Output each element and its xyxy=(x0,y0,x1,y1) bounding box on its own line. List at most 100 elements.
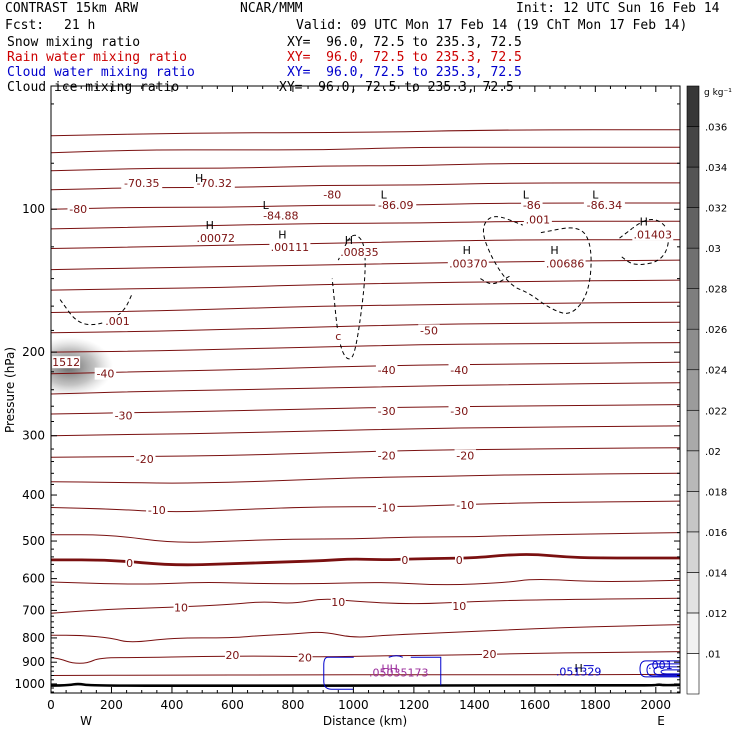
contour-label-bg xyxy=(523,213,552,226)
colorbar-unit: g kg⁻¹ xyxy=(704,88,732,98)
colorbar: .01 .012 .014 .016 .018 .02 .022 .024 .026 .028 .0… xyxy=(686,85,732,695)
isotherm xyxy=(51,301,680,313)
y-tick-label: 700 xyxy=(22,603,45,617)
y-tick-label: 900 xyxy=(22,655,45,669)
colorbar-tick-label: .018 xyxy=(705,487,727,498)
isotherm xyxy=(51,425,680,437)
contour-label-bg xyxy=(632,228,674,241)
contour-label: -40 xyxy=(378,364,396,377)
forecast-label: Fcst: xyxy=(5,18,45,33)
contour-label-bg xyxy=(454,449,477,462)
contour-label-bg xyxy=(321,188,343,201)
colorbar-swatch xyxy=(686,166,700,208)
x-tick-label: 2000 xyxy=(641,698,672,712)
colorbar-swatch xyxy=(686,572,700,614)
contour-label: .001 xyxy=(526,213,551,226)
valid-time: Valid: 09 UTC Mon 17 Feb 14 (19 ChT Mon … xyxy=(296,18,688,33)
contour-label: -80 xyxy=(69,203,87,216)
isotherm xyxy=(51,553,680,567)
cloud-ice-contour xyxy=(619,219,670,265)
isotherm xyxy=(51,146,680,154)
contour-label-bg xyxy=(67,203,89,216)
colorbar-tick-label: .022 xyxy=(705,406,727,417)
colorbar-tick-label: .03 xyxy=(705,244,721,255)
isotherm xyxy=(51,279,680,291)
contour-label-bg xyxy=(193,176,235,189)
contour-label: .00370 xyxy=(449,257,488,270)
contour-label-bg xyxy=(103,315,132,328)
cloud-water-contour xyxy=(323,656,354,690)
contour-label-bg xyxy=(400,553,410,566)
cloud-water-label: HH xyxy=(381,663,398,676)
contour-label-bg xyxy=(375,404,398,417)
extremum-marker: L xyxy=(381,188,388,201)
ground-line xyxy=(51,682,680,688)
extremum-marker: L xyxy=(263,199,270,212)
colorbar-swatch xyxy=(686,491,700,533)
contour-label: 0 xyxy=(456,554,463,567)
contour-label-bg xyxy=(112,409,135,422)
field-cloudice-xy: XY= 96.0, 72.5 to 235.3, 72.5 xyxy=(279,80,514,95)
colorbar-swatch xyxy=(686,85,700,127)
east-label: E xyxy=(657,714,665,728)
x-tick-label: 800 xyxy=(281,698,304,712)
isotherm xyxy=(51,624,680,643)
west-label: W xyxy=(80,714,92,728)
colorbar-swatch xyxy=(686,288,700,330)
contour-label: -50 xyxy=(420,324,438,337)
field-cloudwater-name: Cloud water mixing ratio xyxy=(7,65,195,80)
x-tick-label: 1800 xyxy=(580,698,611,712)
field-snow-name: Snow mixing ratio xyxy=(7,35,141,50)
contour-label: 0 xyxy=(126,557,133,570)
contour-label-bg xyxy=(481,648,497,661)
colorbar-tick-label: .014 xyxy=(705,568,727,579)
isotherm xyxy=(51,321,680,334)
contour-label-bg xyxy=(269,240,311,253)
colorbar-tick-label: .012 xyxy=(705,609,727,620)
y-tick-label: 400 xyxy=(22,488,45,502)
cloud-water-label: .001 xyxy=(648,659,673,672)
x-axis-label: Distance (km) xyxy=(323,714,407,728)
contour-label: -20 xyxy=(136,453,154,466)
cloud-water-contour xyxy=(410,656,442,686)
isotherm xyxy=(51,597,680,614)
colorbar-tick-label: .036 xyxy=(705,123,727,134)
contour-label: -10 xyxy=(378,502,396,515)
contour-label-bg xyxy=(121,176,163,189)
colorbar-swatch xyxy=(686,653,700,695)
extremum-marker: H xyxy=(195,172,203,185)
isotherm xyxy=(51,673,680,676)
contour-label: .00835 xyxy=(340,246,379,259)
organization: NCAR/MMM xyxy=(240,1,303,16)
plot-inner: -70.35 -70.32 -80 -84.88 -80 -86.09 -86 -86.34.… xyxy=(51,129,680,690)
contour-label-bg xyxy=(330,595,346,608)
x-tick-label: 1200 xyxy=(399,698,430,712)
contour-label: -10 xyxy=(148,504,166,517)
contour-label-bg xyxy=(447,257,489,270)
x-tick-label: 1000 xyxy=(338,698,369,712)
contour-label: -40 xyxy=(96,368,114,381)
colorbar-swatch xyxy=(686,369,700,411)
cloud-ice-contour xyxy=(480,275,511,285)
contour-label: -20 xyxy=(456,449,474,462)
extremum-marker: H xyxy=(575,662,583,675)
contour-label: .00072 xyxy=(197,232,236,245)
contour-label: 0 xyxy=(401,554,408,567)
contour-label: -86.09 xyxy=(378,199,413,212)
contour-label: -84.88 xyxy=(263,209,298,222)
isotherm xyxy=(51,361,680,375)
contour-label: .01403 xyxy=(634,228,673,241)
contour-label-bg xyxy=(195,232,237,245)
cloud-water-contour xyxy=(660,669,680,675)
contour-label-bg xyxy=(454,553,464,566)
forecast-hour: 21 h xyxy=(64,18,96,33)
colorbar-swatch xyxy=(686,126,700,168)
x-tick-label: 600 xyxy=(221,698,244,712)
y-tick-label: 800 xyxy=(22,631,45,645)
colorbar-swatch xyxy=(686,207,700,249)
contour-label: 10 xyxy=(452,600,466,613)
x-tick-label: 200 xyxy=(100,698,123,712)
contour-label-bg xyxy=(454,499,477,512)
